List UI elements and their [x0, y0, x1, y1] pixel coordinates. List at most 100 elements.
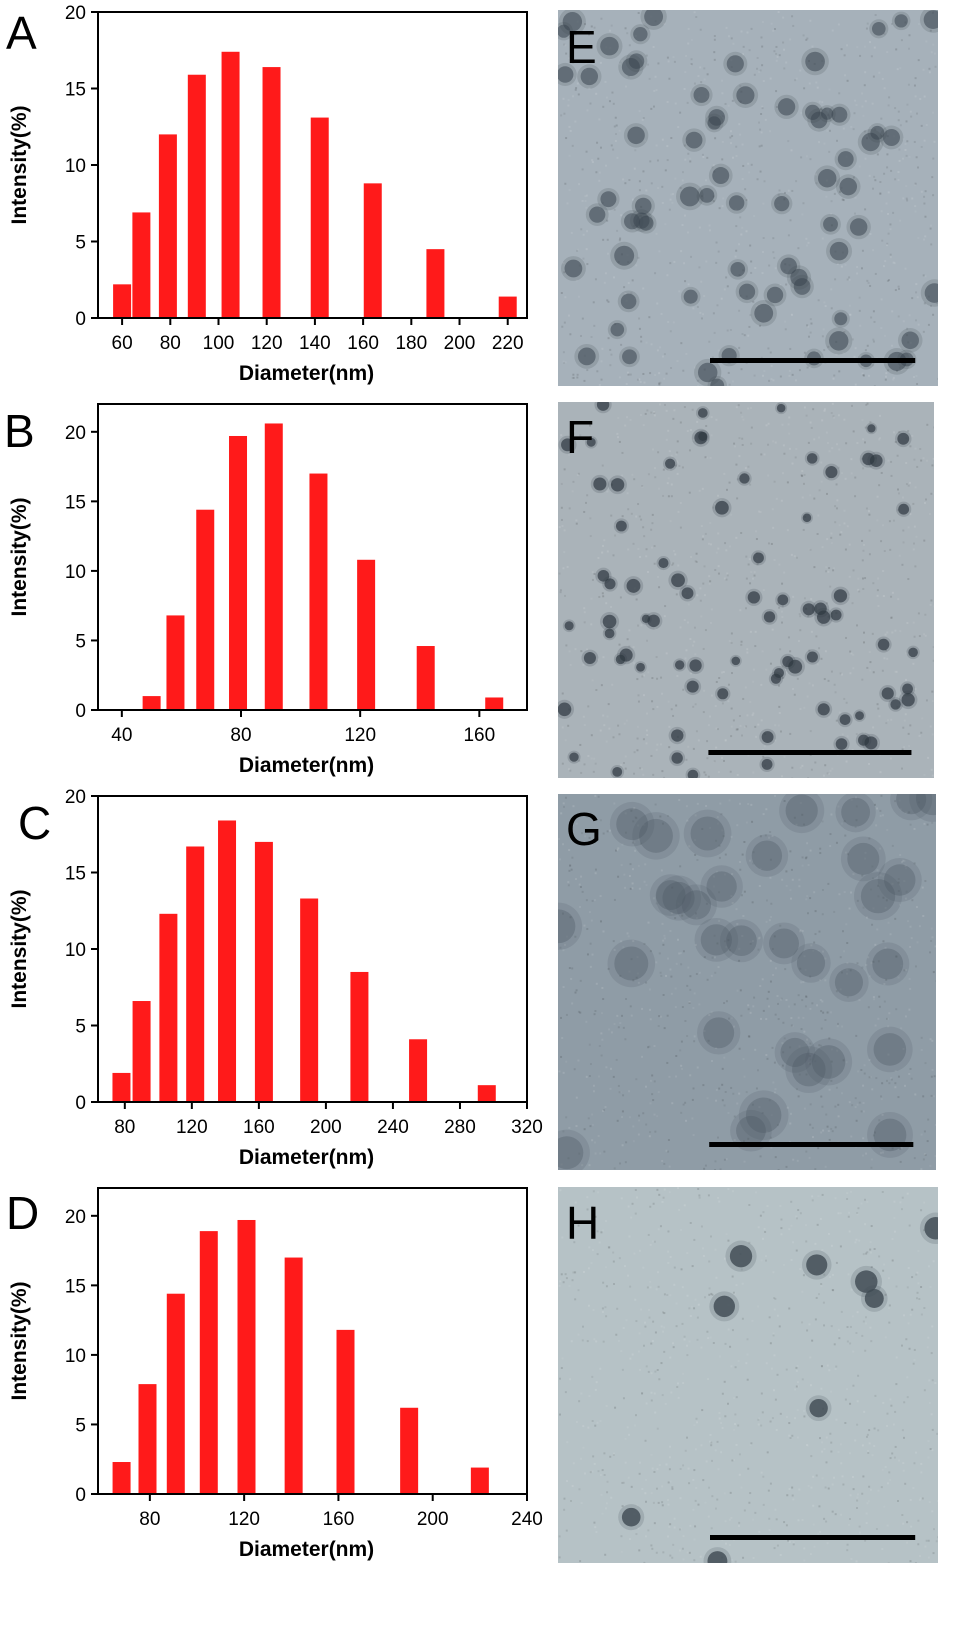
grain	[828, 450, 831, 453]
grain	[620, 214, 623, 217]
grain	[852, 430, 855, 433]
particle	[706, 871, 737, 902]
grain	[636, 678, 639, 681]
grain	[595, 689, 598, 692]
particle	[747, 591, 761, 604]
grain	[917, 59, 920, 62]
grain	[650, 1544, 653, 1547]
grain	[909, 1313, 912, 1316]
grain	[618, 62, 621, 65]
particle	[872, 948, 904, 980]
grain	[891, 844, 894, 847]
grain	[927, 1440, 930, 1443]
grain	[607, 337, 610, 340]
x-tick-label: 40	[111, 725, 132, 746]
grain	[575, 522, 578, 525]
grain	[703, 78, 706, 81]
grain	[845, 1388, 848, 1391]
grain	[848, 1230, 851, 1233]
grain	[606, 299, 609, 302]
grain	[661, 1394, 664, 1397]
grain	[710, 1011, 713, 1014]
grain	[639, 380, 642, 383]
grain	[706, 1097, 709, 1100]
grain	[712, 1341, 715, 1344]
grain	[647, 473, 650, 476]
grain	[860, 1202, 863, 1205]
grain	[865, 1522, 868, 1525]
grain	[666, 482, 669, 485]
grain	[805, 1443, 808, 1446]
grain	[695, 560, 698, 563]
grain	[799, 615, 802, 618]
grain	[904, 867, 907, 870]
grain	[823, 142, 826, 145]
grain	[800, 111, 803, 114]
grain	[830, 670, 833, 673]
grain	[930, 768, 933, 771]
grain	[765, 1362, 768, 1365]
bar	[310, 117, 329, 318]
grain	[779, 924, 782, 927]
grain	[909, 823, 912, 826]
grain	[878, 438, 881, 441]
grain	[628, 1090, 631, 1093]
x-tick-label: 140	[299, 333, 331, 354]
grain	[932, 111, 935, 114]
grain	[872, 582, 875, 585]
grain	[589, 1063, 592, 1066]
particle	[864, 1289, 884, 1309]
grain	[864, 1322, 867, 1325]
grain	[778, 711, 781, 714]
grain	[618, 1091, 621, 1094]
grain	[873, 385, 876, 386]
grain	[686, 1354, 689, 1357]
grain	[636, 725, 639, 728]
grain	[597, 1075, 600, 1078]
grain	[619, 1091, 622, 1094]
particle-halo	[730, 1109, 772, 1152]
grain	[749, 630, 752, 633]
x-tick-label: 80	[114, 1117, 135, 1138]
grain	[824, 1165, 827, 1168]
grain	[806, 1444, 809, 1447]
grain	[890, 1077, 893, 1080]
grain	[861, 874, 864, 877]
grain	[867, 956, 870, 959]
grain	[846, 525, 849, 528]
grain	[583, 1472, 586, 1475]
grain	[859, 324, 862, 327]
grain	[619, 596, 622, 599]
grain	[827, 1232, 830, 1235]
grain	[727, 700, 730, 703]
grain	[694, 1525, 697, 1528]
grain	[769, 77, 772, 80]
grain	[724, 1342, 727, 1345]
grain	[605, 1285, 608, 1288]
grain	[643, 1561, 646, 1563]
grain	[592, 1084, 595, 1087]
grain	[858, 1525, 861, 1528]
grain	[649, 950, 652, 953]
grain	[810, 1486, 813, 1489]
grain	[645, 1123, 648, 1126]
grain	[901, 496, 904, 499]
grain	[666, 56, 669, 59]
grain	[609, 364, 612, 367]
particle	[861, 132, 880, 152]
grain	[780, 610, 783, 613]
grain	[920, 190, 923, 193]
grain	[904, 897, 907, 900]
grain	[850, 1190, 853, 1193]
grain	[681, 179, 684, 182]
grain	[698, 226, 701, 229]
grain	[623, 873, 626, 876]
grain	[670, 912, 673, 915]
grain	[821, 1477, 824, 1480]
grain	[728, 383, 731, 386]
grain	[633, 772, 636, 775]
grain	[602, 1340, 605, 1343]
grain	[897, 178, 900, 181]
grain	[687, 42, 690, 45]
grain	[638, 1549, 641, 1552]
